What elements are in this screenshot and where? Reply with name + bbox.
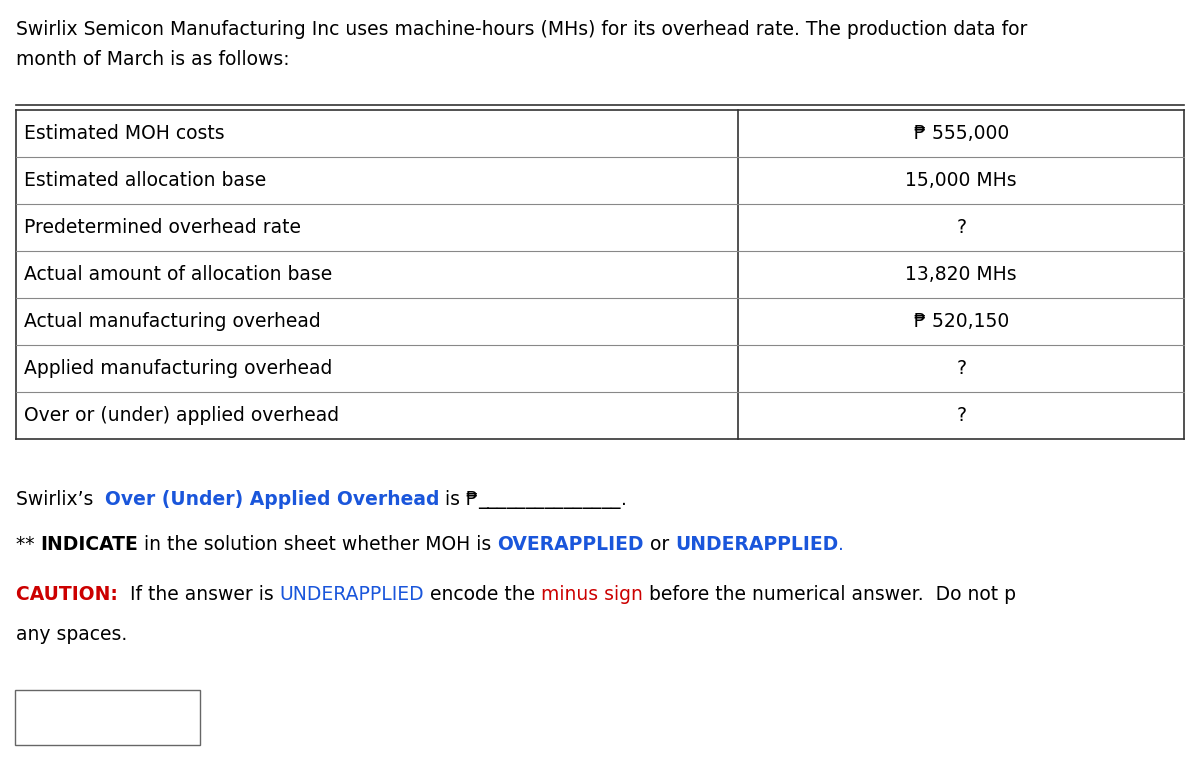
Text: ₱ 555,000: ₱ 555,000 <box>913 124 1009 143</box>
Text: encode the: encode the <box>425 585 541 604</box>
Text: OVERAPPLIED: OVERAPPLIED <box>497 535 643 554</box>
Text: any spaces.: any spaces. <box>16 625 127 644</box>
Text: _______________: _______________ <box>479 490 620 509</box>
Text: ?: ? <box>956 406 966 425</box>
Text: Over or (under) applied overhead: Over or (under) applied overhead <box>24 406 338 425</box>
Text: Applied manufacturing overhead: Applied manufacturing overhead <box>24 359 332 378</box>
Text: Estimated MOH costs: Estimated MOH costs <box>24 124 224 143</box>
Text: UNDERAPPLIED: UNDERAPPLIED <box>280 585 425 604</box>
Text: Swirlix Semicon Manufacturing Inc uses machine-hours (MHs) for its overhead rate: Swirlix Semicon Manufacturing Inc uses m… <box>16 20 1027 39</box>
Text: .: . <box>838 535 844 554</box>
Text: .: . <box>620 490 626 509</box>
Text: UNDERAPPLIED: UNDERAPPLIED <box>674 535 838 554</box>
Text: Actual manufacturing overhead: Actual manufacturing overhead <box>24 312 320 331</box>
Text: Predetermined overhead rate: Predetermined overhead rate <box>24 218 301 237</box>
Text: 15,000 MHs: 15,000 MHs <box>905 171 1018 190</box>
Text: in the solution sheet whether MOH is: in the solution sheet whether MOH is <box>138 535 497 554</box>
Text: ?: ? <box>956 218 966 237</box>
Bar <box>14 690 200 745</box>
Text: or: or <box>643 535 674 554</box>
Text: Swirlix’s: Swirlix’s <box>16 490 104 509</box>
Text: Over (Under) Applied Overhead: Over (Under) Applied Overhead <box>104 490 439 509</box>
Text: **: ** <box>16 535 40 554</box>
Text: before the numerical answer.  Do not p: before the numerical answer. Do not p <box>643 585 1016 604</box>
Text: month of March is as follows:: month of March is as follows: <box>16 50 289 69</box>
Text: INDICATE: INDICATE <box>40 535 138 554</box>
Text: minus sign: minus sign <box>541 585 643 604</box>
Text: Estimated allocation base: Estimated allocation base <box>24 171 266 190</box>
Text: is ₱: is ₱ <box>439 490 479 509</box>
Text: Actual amount of allocation base: Actual amount of allocation base <box>24 265 332 284</box>
Text: CAUTION:: CAUTION: <box>16 585 124 604</box>
Text: 13,820 MHs: 13,820 MHs <box>905 265 1018 284</box>
Text: ₱ 520,150: ₱ 520,150 <box>913 312 1009 331</box>
Text: If the answer is: If the answer is <box>124 585 280 604</box>
Text: ?: ? <box>956 359 966 378</box>
